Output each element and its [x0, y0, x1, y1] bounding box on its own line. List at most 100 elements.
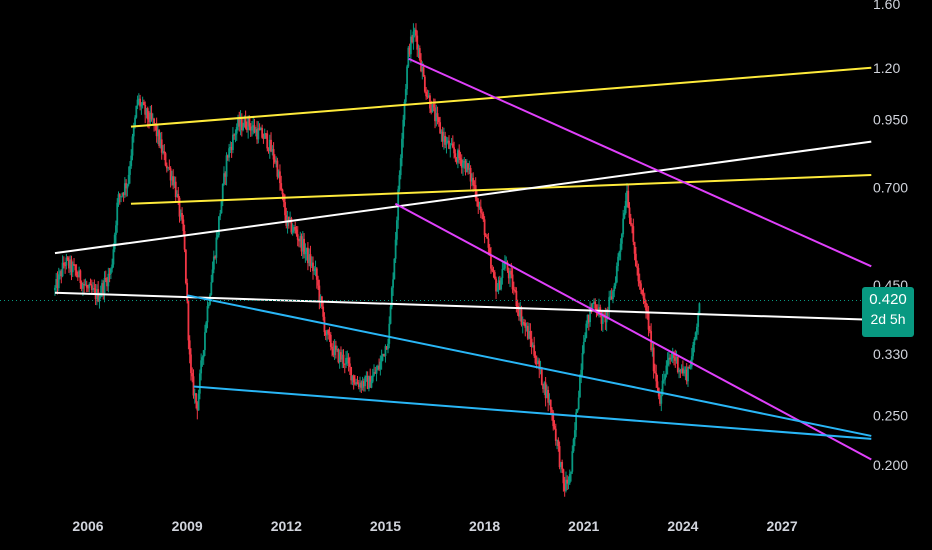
candle-body	[200, 360, 203, 374]
candle-body	[389, 306, 392, 324]
candle-body	[512, 289, 515, 291]
candle-body	[55, 279, 58, 288]
candle-body	[498, 280, 501, 290]
candle-body	[184, 249, 187, 284]
candle-body	[126, 184, 129, 189]
candle-body	[664, 374, 667, 380]
candle-body	[88, 283, 91, 288]
candle-body	[680, 368, 683, 372]
candle-body	[319, 296, 322, 302]
candle-body	[360, 382, 363, 388]
candle-body	[242, 126, 244, 131]
candle-body	[192, 376, 195, 396]
candle-body	[543, 382, 546, 390]
candle-body	[54, 287, 56, 291]
x-axis: 2006 2009 2012 2015 2018 2021 2024 2027	[72, 518, 797, 534]
candle-body	[453, 147, 455, 154]
candle-body	[581, 353, 584, 370]
candle-body	[506, 262, 509, 271]
candle-body	[472, 177, 475, 186]
candle-body	[109, 268, 112, 274]
candle-body	[388, 323, 391, 344]
candle-body	[351, 375, 354, 381]
candle-body	[233, 134, 236, 136]
candle-body	[501, 269, 504, 279]
candle-body	[332, 348, 335, 356]
candle-body	[201, 357, 204, 361]
candle-body	[71, 264, 74, 273]
candle-body	[661, 380, 664, 396]
candle-body	[163, 151, 166, 154]
candle-body	[558, 446, 561, 468]
x-tick-label: 2021	[568, 518, 599, 534]
candle-body	[168, 167, 171, 169]
candle-body	[636, 266, 639, 268]
candle-body	[102, 283, 105, 294]
candle-body	[150, 112, 153, 119]
candle-body	[540, 367, 543, 385]
candle-body	[459, 158, 462, 160]
candle-body	[87, 287, 89, 289]
candle-body	[155, 124, 158, 137]
candle-body	[454, 153, 457, 158]
candle-body	[257, 128, 260, 140]
candle-body	[135, 105, 138, 118]
candle-body	[436, 113, 439, 118]
candle-body	[84, 284, 87, 286]
candle-body	[533, 345, 536, 356]
candle-body	[346, 357, 349, 359]
candle-body	[59, 271, 61, 275]
candle-body	[74, 264, 77, 271]
candle-body	[101, 283, 103, 294]
candle-body	[263, 133, 266, 139]
candle-body	[125, 183, 128, 189]
candle-body	[112, 249, 115, 265]
candle-body	[660, 395, 663, 404]
candle-body	[329, 334, 332, 347]
candle-body	[582, 341, 585, 354]
candle-body	[476, 198, 478, 202]
candle-body	[443, 135, 445, 142]
candle-body	[266, 133, 269, 149]
candle-body	[308, 254, 311, 264]
candle-body	[243, 117, 246, 127]
candle-body	[69, 259, 72, 269]
candle-body	[415, 29, 417, 36]
candle-body	[259, 128, 262, 131]
candle-body	[549, 399, 552, 410]
candle-body	[240, 118, 243, 131]
candle-body	[486, 236, 489, 239]
candle-body	[348, 363, 351, 367]
candle-body	[139, 98, 142, 107]
candle-body	[695, 326, 698, 333]
candle-body	[585, 323, 588, 338]
candle-body	[298, 239, 300, 242]
candle-body	[458, 150, 461, 159]
candle-body	[535, 363, 538, 365]
candle-body	[97, 289, 100, 302]
candle-body	[83, 284, 86, 286]
candle-body	[675, 356, 678, 361]
candle-body	[170, 176, 173, 181]
candle-body	[211, 269, 214, 283]
candle-body	[640, 283, 642, 290]
candle-body	[556, 440, 558, 442]
candle-body	[403, 101, 406, 120]
y-tick-label: 0.250	[873, 408, 908, 424]
trendline	[130, 173, 872, 205]
candle-body	[368, 376, 370, 389]
candle-body	[631, 224, 633, 227]
candle-body	[523, 322, 525, 324]
y-tick-label: 0.700	[873, 179, 908, 195]
candle-body	[678, 370, 680, 372]
candle-body	[548, 399, 551, 403]
bar-countdown: 2d 5h	[870, 310, 906, 327]
candle-body	[378, 365, 380, 370]
candle-body	[579, 375, 581, 398]
candle-body	[93, 288, 96, 290]
candle-body	[158, 130, 161, 147]
candle-body	[190, 354, 192, 374]
candle-body	[167, 167, 169, 169]
